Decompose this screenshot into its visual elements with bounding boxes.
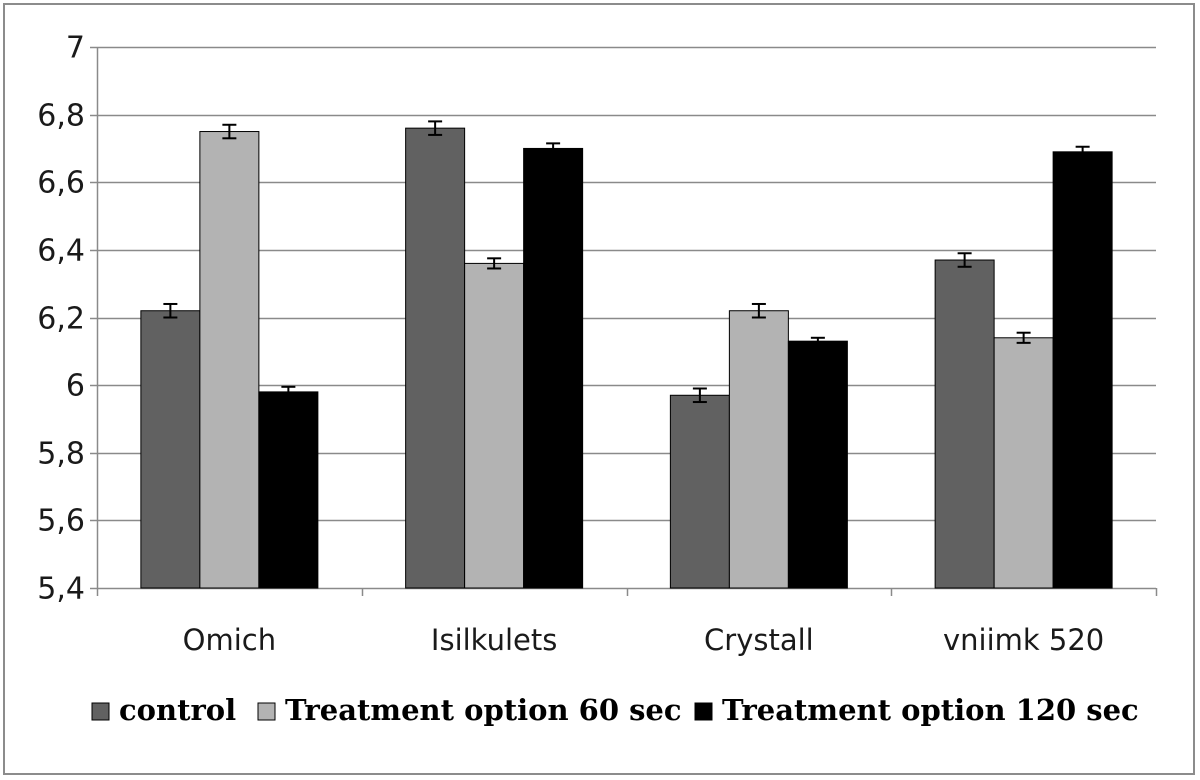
legend-label-treatment-option-60-sec: Treatment option 60 sec (285, 693, 682, 727)
bar-treatment-option-120-sec-isilkulets (523, 147, 584, 589)
bar-control-omich (140, 310, 201, 589)
bar-treatment-option-120-sec-crystall (787, 340, 848, 589)
y-tick-label: 5,4 (37, 572, 85, 607)
error-bars (163, 120, 1090, 404)
y-tick-label: 5,8 (37, 437, 85, 472)
bar-control-vniimk-520 (934, 259, 995, 589)
legend: control Treatment option 60 sec Treatment … (91, 693, 1139, 727)
y-tick-label: 6,2 (37, 302, 85, 337)
bar-treatment-option-120-sec-vniimk-520 (1052, 151, 1113, 589)
y-tick-label: 6,4 (37, 234, 85, 269)
x-category-label: Crystall (704, 623, 814, 657)
bar-treatment-option-60-sec-omich (199, 131, 260, 589)
x-category-labels: Omich Isilkulets Crystall vniimk 520 (183, 623, 1105, 657)
bar-treatment-option-60-sec-crystall (728, 310, 789, 589)
legend-swatch-control (91, 702, 110, 721)
x-category-label: vniimk 520 (943, 623, 1104, 657)
y-tick-labels: 5,4 5,6 5,8 6 6,2 6,4 6,6 6,8 7 (37, 31, 85, 607)
legend-label-control: control (119, 693, 236, 727)
x-category-label: Omich (183, 623, 276, 657)
y-tick-label: 7 (66, 31, 85, 66)
legend-swatch-treatment-option-60-sec (257, 702, 276, 721)
y-tick-label: 5,6 (37, 504, 85, 539)
y-tick-label: 6,8 (37, 99, 85, 134)
bar-control-crystall (669, 394, 730, 589)
bar-treatment-option-60-sec-isilkulets (464, 262, 525, 589)
bar-control-isilkulets (405, 127, 466, 589)
legend-swatch-treatment-option-120-sec (694, 702, 713, 721)
legend-label-treatment-option-120-sec: Treatment option 120 sec (722, 693, 1139, 727)
y-tick-label: 6,6 (37, 166, 85, 201)
x-category-label: Isilkulets (431, 623, 557, 657)
bar-treatment-option-120-sec-omich (258, 391, 319, 589)
bars (140, 127, 1113, 589)
bar-treatment-option-60-sec-vniimk-520 (993, 337, 1054, 589)
y-tick-label: 6 (66, 369, 85, 404)
